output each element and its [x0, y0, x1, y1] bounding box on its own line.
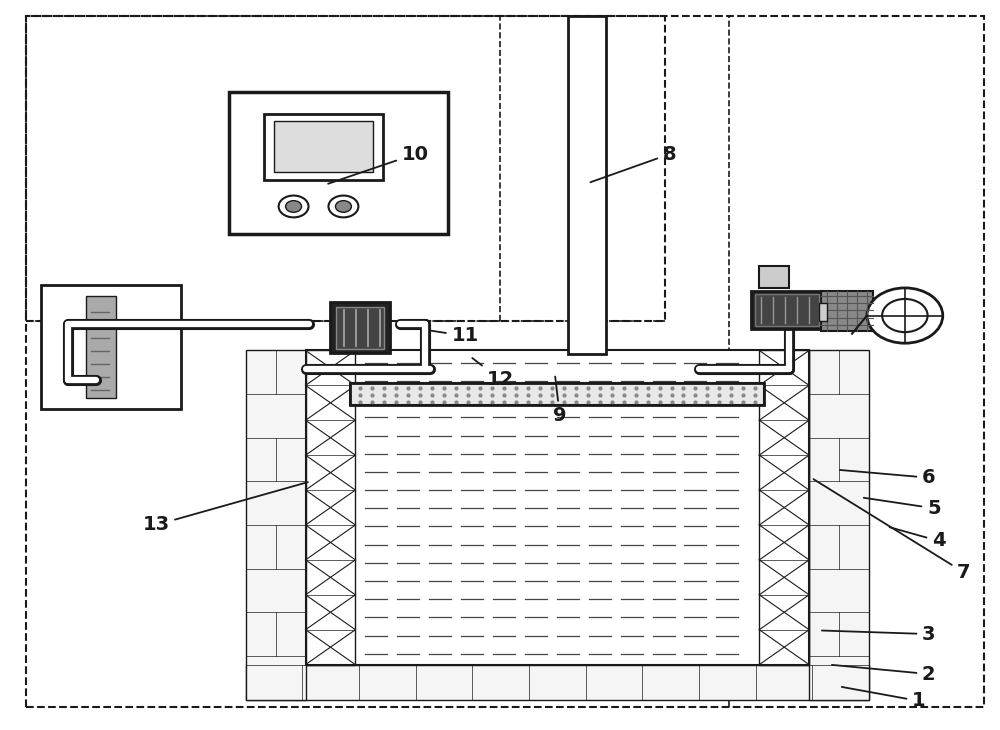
Bar [755, 293, 819, 326]
Bar [350, 383, 764, 405]
Bar [809, 350, 869, 699]
Text: 1: 1 [842, 687, 926, 710]
Bar [350, 383, 764, 405]
Text: 6: 6 [840, 468, 936, 487]
Text: 2: 2 [832, 664, 936, 683]
Bar [274, 121, 373, 172]
Bar [330, 302, 390, 353]
Bar [41, 285, 181, 409]
Circle shape [882, 299, 928, 332]
Circle shape [286, 201, 302, 212]
Bar [759, 266, 789, 288]
Bar [26, 16, 665, 321]
Bar [246, 350, 306, 699]
Text: 10: 10 [328, 145, 429, 184]
Text: 11: 11 [430, 326, 479, 345]
Text: 9: 9 [553, 377, 567, 426]
Text: 13: 13 [142, 482, 308, 534]
Circle shape [328, 196, 358, 218]
Text: 3: 3 [822, 625, 936, 644]
Bar [246, 664, 869, 699]
Text: 5: 5 [864, 498, 941, 518]
Bar [264, 114, 383, 180]
Circle shape [867, 288, 943, 343]
Text: 12: 12 [472, 358, 514, 389]
Bar [306, 350, 355, 664]
Text: 7: 7 [813, 479, 970, 582]
Bar [759, 350, 809, 664]
Bar [751, 291, 823, 328]
Text: 4: 4 [890, 527, 946, 550]
Bar [229, 92, 448, 234]
Bar [819, 303, 827, 321]
Circle shape [279, 196, 309, 218]
Bar [821, 291, 873, 331]
Bar [336, 307, 384, 349]
Bar [306, 350, 809, 664]
Bar [568, 16, 606, 354]
Bar [86, 296, 116, 398]
Circle shape [335, 201, 351, 212]
Text: 8: 8 [590, 145, 676, 182]
